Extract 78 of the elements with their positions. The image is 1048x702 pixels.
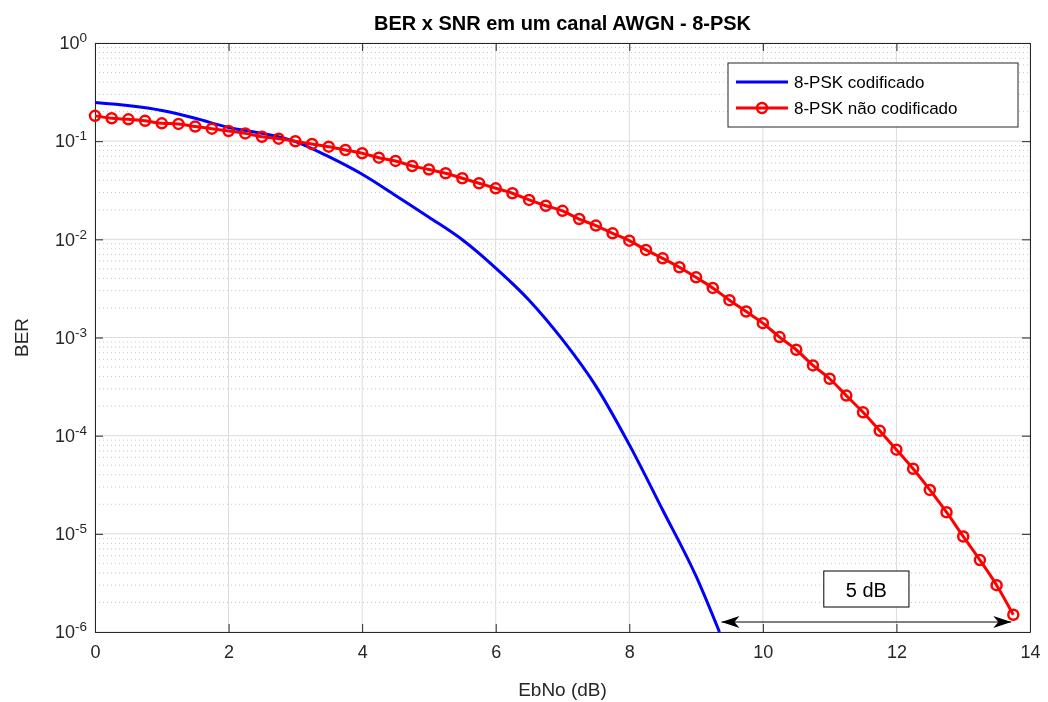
point: [790, 343, 803, 357]
point: [773, 330, 786, 344]
point: [305, 137, 319, 151]
point: [372, 151, 386, 164]
point: [823, 372, 836, 385]
point: [439, 167, 452, 180]
point: [172, 117, 185, 131]
point: [623, 234, 636, 247]
point: [88, 109, 102, 123]
point: [188, 120, 202, 133]
point: [906, 462, 920, 476]
point: [205, 122, 219, 135]
point: [105, 112, 118, 125]
annotation: 5 dB: [845, 579, 887, 601]
point: [1007, 608, 1020, 621]
point: [255, 130, 269, 143]
chart-title: BER x SNR em um canal AWGN - 8-PSK: [373, 12, 752, 34]
point: [339, 143, 352, 157]
x-tick-label: 12: [886, 642, 907, 663]
point: [122, 113, 135, 126]
point: [673, 260, 686, 274]
point: [923, 483, 937, 497]
point: [606, 227, 619, 240]
x-tick-label: 2: [224, 642, 235, 663]
point: [239, 127, 252, 140]
point: [656, 252, 669, 265]
point: [689, 271, 703, 284]
point: [222, 124, 235, 138]
point: [539, 199, 553, 212]
x-tick-label: 10: [753, 642, 774, 663]
point: [272, 132, 285, 145]
point: [472, 176, 486, 190]
point: [522, 193, 536, 207]
point: [940, 505, 953, 519]
point: [990, 578, 1003, 592]
point: [756, 316, 770, 330]
point: [890, 443, 903, 456]
point: [739, 305, 753, 318]
y-tick-label: 10$^{-1}$: [54, 127, 87, 152]
point: [456, 172, 469, 185]
legend-label: 8-PSK não codificado: [794, 99, 958, 118]
point: [873, 424, 886, 438]
y-tick-label: 10$^{-2}$: [54, 226, 87, 250]
x-tick-label: 0: [90, 642, 101, 663]
point: [289, 135, 302, 148]
point: [506, 186, 519, 200]
point: [389, 154, 402, 168]
y-tick-label: 10$^{-6}$: [54, 618, 87, 643]
point: [489, 182, 502, 195]
point: [840, 389, 853, 402]
point: [405, 159, 419, 173]
legend-label: 8-PSK codificado: [794, 73, 925, 92]
point: [639, 243, 653, 257]
point: [322, 140, 335, 153]
point: [155, 117, 169, 130]
point: [706, 281, 720, 295]
point: [589, 219, 603, 232]
point: [355, 147, 369, 160]
y-tick-label: 10$^{0}$: [59, 29, 87, 54]
x-tick-label: 8: [624, 642, 635, 663]
x-tick-label: 6: [491, 642, 502, 663]
point: [138, 114, 152, 128]
point: [973, 553, 987, 567]
line-series: [93, 101, 721, 634]
point: [956, 530, 970, 543]
y-tick-label: 10$^{-3}$: [54, 324, 87, 348]
y-tick-label: 10$^{-5}$: [54, 520, 87, 545]
point: [723, 293, 736, 307]
point: [422, 163, 436, 176]
point: [806, 359, 820, 372]
y-tick-label: 10$^{-4}$: [54, 422, 88, 446]
point: [572, 212, 586, 226]
point: [556, 204, 569, 218]
y-axis-title: BER: [11, 317, 32, 358]
x-tick-label: 4: [357, 642, 368, 663]
x-axis-title: EbNo (dB): [518, 679, 607, 700]
point: [856, 406, 870, 419]
x-tick-label: 14: [1020, 642, 1041, 663]
